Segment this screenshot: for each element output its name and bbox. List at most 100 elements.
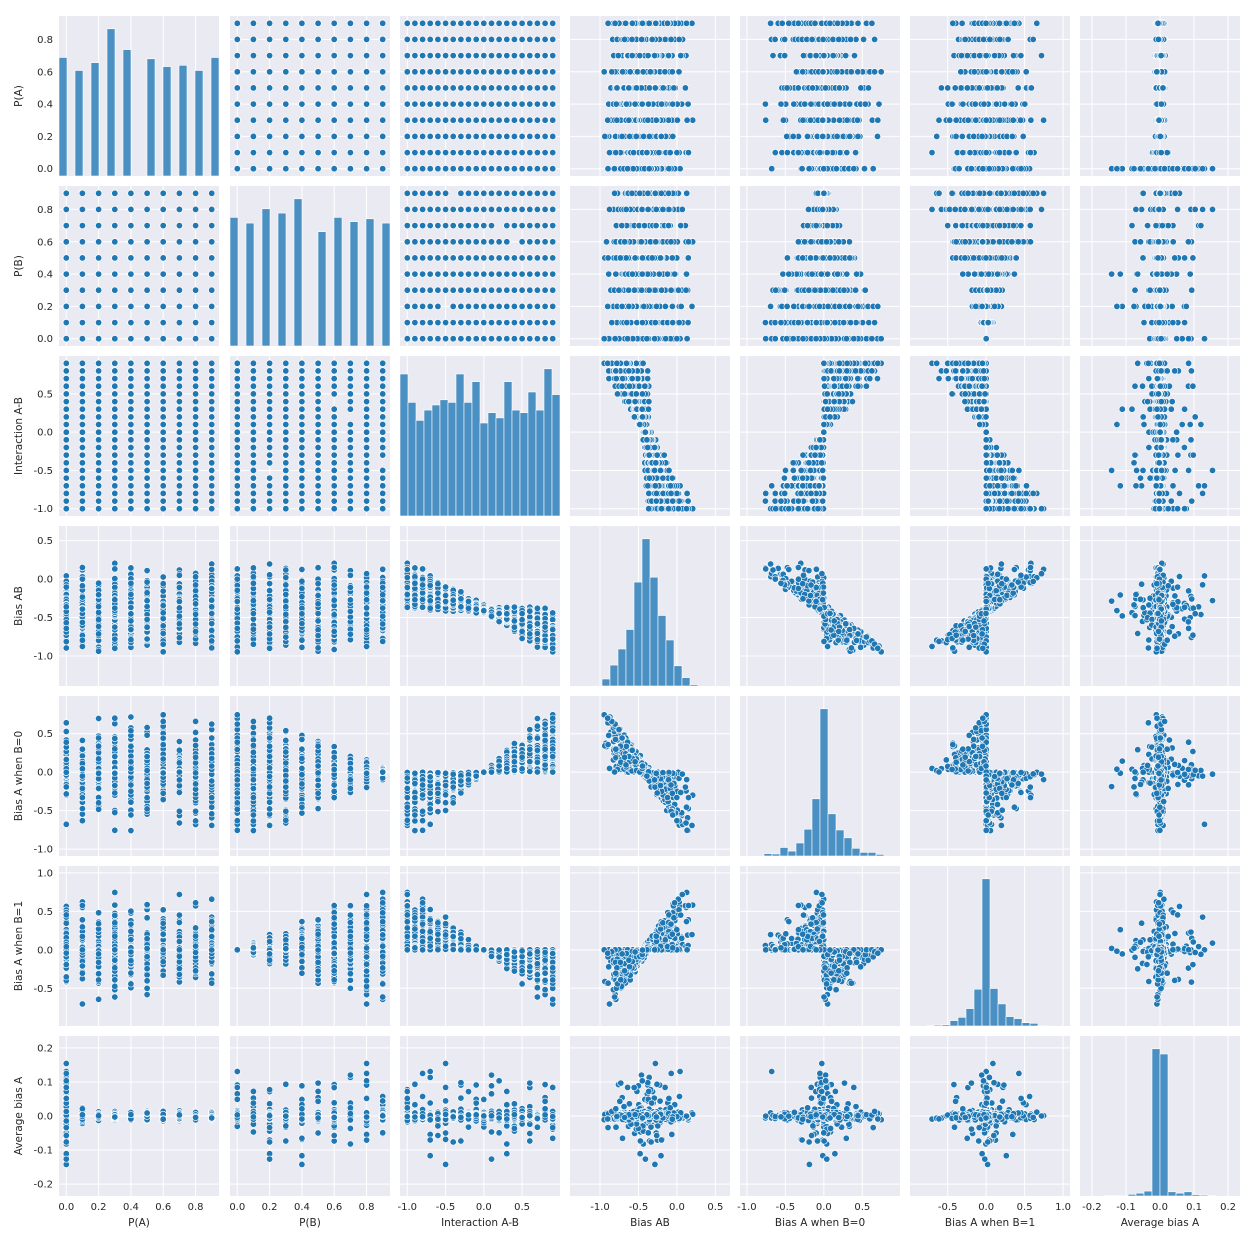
- scatter-point: [503, 68, 511, 76]
- scatter-point: [982, 149, 990, 157]
- scatter-point: [541, 149, 549, 157]
- scatter-point: [993, 84, 1001, 92]
- scatter-point: [266, 165, 274, 173]
- scatter-point: [846, 132, 854, 140]
- panel-background: [59, 16, 219, 176]
- scatter-point: [363, 116, 371, 124]
- histogram-bar: [74, 70, 84, 177]
- scatter-point: [518, 19, 526, 27]
- scatter-point: [526, 116, 534, 124]
- scatter-point: [533, 19, 541, 27]
- scatter-point: [824, 100, 832, 108]
- scatter-point: [480, 132, 488, 140]
- scatter-point: [472, 100, 480, 108]
- scatter-point: [419, 165, 427, 173]
- scatter-point: [518, 84, 526, 92]
- scatter-point: [403, 149, 411, 157]
- scatter-point: [495, 132, 503, 140]
- scatter-point: [457, 52, 465, 60]
- scatter-point: [330, 165, 338, 173]
- scatter-point: [533, 84, 541, 92]
- scatter-point: [781, 35, 789, 43]
- scatter-point: [801, 100, 809, 108]
- scatter-point: [449, 84, 457, 92]
- scatter-point: [946, 116, 954, 124]
- scatter-point: [346, 52, 354, 60]
- scatter-point: [631, 100, 639, 108]
- scatter-point: [503, 100, 511, 108]
- scatter-point: [510, 35, 518, 43]
- scatter-point: [266, 52, 274, 60]
- scatter-point: [480, 19, 488, 27]
- scatter-point: [1005, 149, 1013, 157]
- scatter-point: [619, 68, 627, 76]
- scatter-point: [526, 100, 534, 108]
- scatter-point: [644, 116, 652, 124]
- scatter-point: [541, 116, 549, 124]
- scatter-point: [833, 68, 841, 76]
- scatter-point: [778, 19, 786, 27]
- scatter-point: [948, 100, 956, 108]
- scatter-point: [982, 52, 990, 60]
- scatter-point: [533, 116, 541, 124]
- scatter-point: [379, 116, 387, 124]
- scatter-point: [249, 149, 257, 157]
- scatter-point: [346, 149, 354, 157]
- scatter-point: [363, 52, 371, 60]
- scatter-point: [442, 149, 450, 157]
- scatter-point: [868, 19, 876, 27]
- scatter-point: [298, 68, 306, 76]
- scatter-point: [314, 68, 322, 76]
- scatter-point: [996, 149, 1004, 157]
- scatter-point: [510, 84, 518, 92]
- scatter-point: [806, 116, 814, 124]
- scatter-point: [233, 165, 241, 173]
- scatter-point: [249, 132, 257, 140]
- scatter-point: [503, 116, 511, 124]
- scatter-point: [249, 84, 257, 92]
- scatter-point: [622, 100, 630, 108]
- scatter-point: [403, 19, 411, 27]
- scatter-point: [480, 52, 488, 60]
- scatter-point: [472, 149, 480, 157]
- scatter-point: [282, 35, 290, 43]
- scatter-point: [549, 68, 557, 76]
- scatter-point: [847, 68, 855, 76]
- scatter-point: [487, 19, 495, 27]
- scatter-point: [864, 84, 872, 92]
- scatter-point: [781, 52, 789, 60]
- scatter-point: [819, 35, 827, 43]
- scatter-point: [683, 116, 691, 124]
- scatter-point: [363, 35, 371, 43]
- scatter-point: [526, 68, 534, 76]
- scatter-point: [820, 52, 828, 60]
- scatter-point: [282, 68, 290, 76]
- scatter-point: [249, 68, 257, 76]
- scatter-point: [630, 149, 638, 157]
- scatter-point: [233, 84, 241, 92]
- scatter-point: [495, 165, 503, 173]
- scatter-point: [628, 52, 636, 60]
- scatter-point: [533, 149, 541, 157]
- scatter-point: [411, 68, 419, 76]
- scatter-point: [298, 149, 306, 157]
- scatter-point: [503, 149, 511, 157]
- scatter-point: [480, 100, 488, 108]
- scatter-point: [426, 149, 434, 157]
- scatter-point: [633, 68, 641, 76]
- scatter-point: [282, 132, 290, 140]
- scatter-point: [464, 19, 472, 27]
- scatter-point: [503, 165, 511, 173]
- scatter-point: [790, 100, 798, 108]
- scatter-point: [379, 19, 387, 27]
- scatter-point: [495, 19, 503, 27]
- scatter-point: [379, 35, 387, 43]
- scatter-point: [457, 132, 465, 140]
- scatter-point: [639, 68, 647, 76]
- scatter-point: [464, 100, 472, 108]
- scatter-point: [472, 52, 480, 60]
- scatter-point: [282, 100, 290, 108]
- scatter-point: [266, 19, 274, 27]
- scatter-point: [861, 100, 869, 108]
- scatter-point: [669, 132, 677, 140]
